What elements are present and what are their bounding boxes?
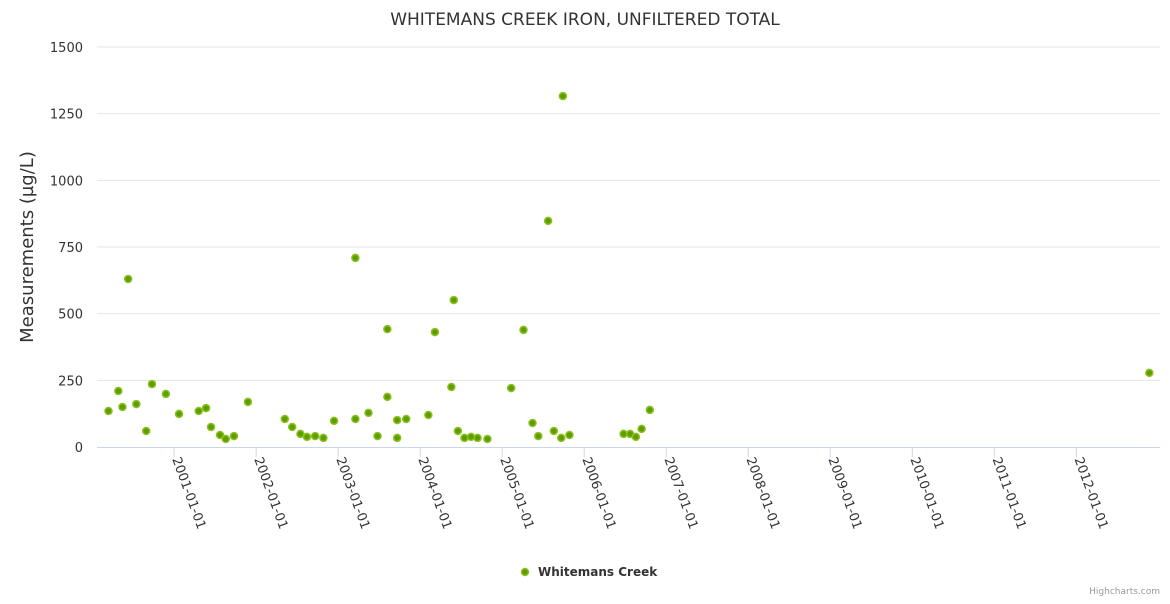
y-tick-label: 1250 — [50, 108, 83, 123]
data-point — [351, 253, 360, 263]
data-point — [373, 431, 382, 441]
data-point — [392, 433, 402, 443]
data-point — [201, 403, 211, 413]
data-point — [147, 379, 157, 389]
data-point — [558, 91, 568, 101]
x-tick-label: 2012-01-01 — [1071, 455, 1111, 531]
data-point — [383, 392, 392, 402]
y-axis-labels: 0 250 500 750 1000 1250 1500 — [50, 41, 83, 456]
data-point — [473, 433, 482, 443]
y-axis-title: Measurements (µg/L) — [17, 151, 38, 343]
data-point — [319, 433, 328, 443]
legend-marker — [520, 567, 530, 577]
chart-title: WHITEMANS CREEK IRON, UNFILTERED TOTAL — [390, 10, 780, 30]
data-point — [161, 389, 171, 399]
x-tick-label: 2008-01-01 — [742, 455, 782, 531]
data-point — [114, 386, 123, 396]
x-tick-label: 2011-01-01 — [989, 455, 1029, 531]
data-point — [174, 409, 184, 419]
data-point — [123, 274, 133, 284]
data-point — [383, 324, 392, 334]
x-tick-label: 2009-01-01 — [825, 455, 865, 531]
data-point — [401, 414, 411, 424]
data-point — [631, 432, 641, 442]
data-point — [534, 431, 543, 441]
y-tick-label: 500 — [58, 308, 83, 323]
data-point — [447, 382, 456, 392]
data-point — [506, 383, 516, 393]
x-tick-label: 2007-01-01 — [660, 455, 700, 531]
x-tick-label: 2010-01-01 — [907, 455, 947, 531]
x-tick-label: 2006-01-01 — [578, 455, 618, 531]
data-point — [280, 414, 290, 424]
data-point — [215, 430, 225, 440]
y-tick-label: 250 — [58, 374, 83, 389]
data-point — [329, 416, 339, 426]
data-point — [528, 418, 537, 428]
x-tick-label: 2005-01-01 — [496, 455, 536, 531]
data-point — [118, 402, 127, 412]
data-point — [364, 408, 373, 418]
data-point — [243, 397, 253, 407]
data-point — [229, 431, 239, 441]
data-point — [449, 295, 459, 305]
x-tick-label: 2002-01-01 — [250, 455, 290, 531]
data-point — [1145, 368, 1154, 378]
data-point — [287, 422, 297, 432]
data-point — [565, 430, 574, 440]
y-tick-label: 1500 — [50, 41, 83, 56]
x-tick-label: 2003-01-01 — [332, 455, 372, 531]
data-point — [206, 422, 216, 432]
data-point — [637, 424, 646, 434]
y-tick-label: 0 — [75, 441, 83, 456]
series-points — [104, 91, 1154, 444]
data-point — [543, 216, 553, 226]
y-tick-label: 1000 — [50, 174, 83, 189]
data-point — [132, 399, 141, 409]
legend-label: Whitemans Creek — [538, 565, 658, 579]
data-point — [519, 325, 528, 335]
data-point — [392, 415, 402, 425]
y-tick-label: 750 — [58, 241, 83, 256]
x-tick-label: 2004-01-01 — [414, 455, 454, 531]
data-point — [141, 426, 151, 436]
data-point — [645, 405, 655, 415]
data-point — [430, 327, 440, 337]
data-point — [549, 426, 559, 436]
data-point — [194, 406, 203, 416]
data-point — [424, 410, 433, 420]
x-tick-label: 2001-01-01 — [168, 455, 208, 531]
data-point — [453, 426, 463, 436]
data-point — [483, 434, 492, 444]
highcharts-credits[interactable]: Highcharts.com — [1089, 587, 1160, 597]
data-point — [556, 433, 566, 443]
data-point — [221, 434, 231, 444]
grid-lines — [97, 46, 1160, 381]
data-point — [310, 431, 320, 441]
data-point — [104, 406, 113, 416]
legend-item-whitemans-creek[interactable]: Whitemans Creek — [520, 565, 659, 579]
x-axis: 2001-01-01 2002-01-01 2003-01-01 2004-01-01… — [97, 447, 1160, 531]
data-point — [351, 414, 360, 424]
data-point — [302, 432, 312, 442]
